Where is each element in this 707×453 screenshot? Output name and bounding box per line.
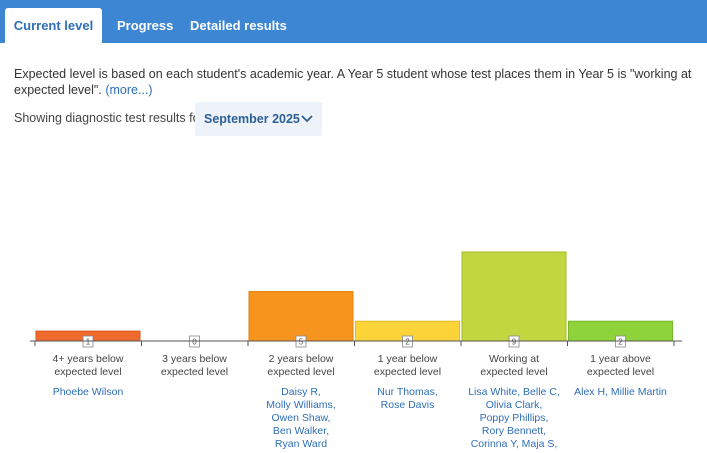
more-link[interactable]: (more...) — [105, 83, 153, 97]
student-name[interactable]: Owen Shaw, — [271, 412, 331, 424]
category-line: 3 years below — [162, 353, 227, 365]
category-label-4: Working at expected level — [463, 353, 565, 379]
student-name[interactable]: Phoebe Wilson — [52, 386, 124, 398]
student-name[interactable]: Rose Davis — [380, 399, 435, 411]
category-line: 4+ years below — [52, 353, 124, 365]
category-label-5: 1 year above expected level — [570, 353, 672, 379]
student-name[interactable]: Daisy R, — [281, 386, 321, 398]
value-label-3: 2 — [405, 338, 410, 347]
student-names-2[interactable]: Daisy R, Molly Williams, Owen Shaw, Ben Wal… — [250, 386, 352, 451]
category-line: expected level — [160, 366, 229, 378]
value-label-1: 0 — [192, 338, 197, 347]
category-line: 2 years below — [268, 353, 334, 365]
student-names-4[interactable]: Lisa White, Belle C, Olivia Clark, Poppy P… — [463, 386, 565, 451]
student-name[interactable]: Nur Thomas, — [377, 386, 438, 398]
category-line: expected level — [54, 366, 122, 378]
student-names-0[interactable]: Phoebe Wilson — [37, 386, 139, 399]
description: Expected level is based on each student'… — [14, 66, 704, 98]
category-line: 1 year above — [590, 353, 651, 365]
student-name[interactable]: Ryan Ward — [274, 438, 328, 450]
bar-4[interactable] — [461, 251, 567, 342]
student-name[interactable]: Alex H, Millie Martin — [574, 386, 667, 398]
student-name[interactable]: Molly Williams, — [266, 399, 336, 411]
category-line: expected level — [267, 366, 335, 378]
student-names-5[interactable]: Alex H, Millie Martin — [570, 386, 672, 399]
category-label-0: 4+ years below expected level — [37, 353, 139, 379]
category-label-2: 2 years below expected level — [250, 353, 352, 379]
tab-bar: Current level Progress Detailed results — [0, 0, 707, 43]
chevron-down-icon — [301, 115, 313, 123]
category-line: expected level — [586, 366, 655, 378]
category-line: 1 year below — [377, 353, 438, 365]
student-name[interactable]: Rory Bennett, — [481, 425, 547, 437]
student-name[interactable]: Lisa White, Belle C, — [468, 386, 560, 398]
category-line: expected level — [480, 366, 548, 378]
category-label-3: 1 year below expected level — [357, 353, 459, 379]
filter-label: Showing diagnostic test results for — [14, 111, 204, 125]
category-line: Working at — [489, 353, 539, 365]
value-label-4: 9 — [512, 338, 517, 347]
student-name[interactable]: Poppy Phillips, — [479, 412, 549, 424]
category-label-1: 3 years below expected level — [144, 353, 246, 379]
student-name[interactable]: Ben Walker, — [272, 425, 330, 437]
value-label-2: 5 — [299, 338, 304, 347]
tab-progress[interactable]: Progress — [117, 18, 174, 33]
month-select[interactable]: September 2025 — [195, 102, 322, 136]
student-name[interactable]: Corinna Y, Maja S, — [470, 438, 558, 450]
bar-2[interactable] — [248, 291, 354, 342]
value-label-0: 1 — [86, 338, 91, 347]
value-label-5: 2 — [618, 338, 623, 347]
student-names-3[interactable]: Nur Thomas, Rose Davis — [357, 386, 459, 412]
tab-detailed-results[interactable]: Detailed results — [190, 18, 287, 33]
category-line: expected level — [373, 366, 442, 378]
student-name[interactable]: Olivia Clark, — [485, 399, 543, 411]
description-text: Expected level is based on each student'… — [14, 67, 692, 97]
tab-current-level[interactable]: Current level — [5, 8, 102, 43]
month-select-value: September 2025 — [204, 112, 300, 126]
